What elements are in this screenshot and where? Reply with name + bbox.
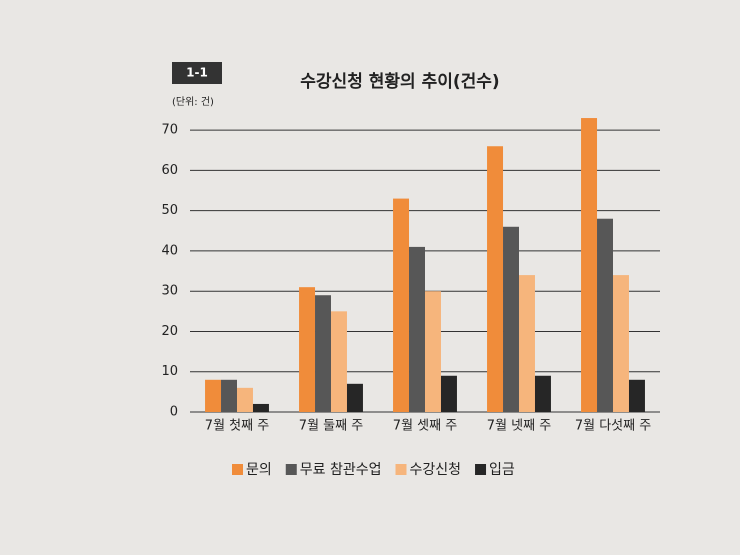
y-tick-label: 0: [170, 405, 178, 420]
bar: [409, 246, 425, 412]
bar: [252, 403, 269, 412]
legend-swatch: [475, 464, 487, 475]
bar: [331, 311, 347, 412]
bar: [315, 295, 331, 412]
x-tick-label: 7월 첫째 주: [205, 419, 269, 434]
x-tick-label: 7월 넷째 주: [487, 419, 551, 434]
legend-label: 문의: [246, 462, 272, 478]
bar: [393, 198, 410, 412]
bar: [628, 379, 645, 412]
y-tick-label: 30: [161, 284, 178, 299]
bar: [205, 379, 222, 412]
bar: [519, 275, 535, 412]
legend-label: 수강신청: [410, 462, 462, 478]
bar: [534, 375, 551, 412]
y-tick-label: 50: [161, 203, 178, 218]
bar: [425, 291, 441, 412]
y-tick-label: 10: [161, 364, 178, 379]
badge: 1-1: [186, 66, 208, 80]
x-tick-label: 7월 둘째 주: [299, 419, 363, 434]
y-tick-label: 40: [161, 243, 178, 258]
bar: [299, 287, 316, 412]
y-tick-label: 20: [161, 324, 178, 339]
legend-label: 무료 참관수업: [300, 462, 382, 478]
legend-label: 입금: [489, 462, 515, 478]
bar: [503, 226, 519, 412]
legend-swatch: [232, 464, 243, 475]
y-tick-label: 60: [161, 163, 178, 178]
bar: [346, 383, 363, 412]
bar: [221, 379, 237, 412]
chart-title: 수강신청 현황의 추이(건수): [300, 71, 499, 92]
unit-label: (단위: 건): [172, 95, 214, 108]
bar: [581, 118, 598, 412]
bar: [440, 375, 457, 412]
x-tick-label: 7월 셋째 주: [393, 419, 457, 434]
bar: [613, 275, 629, 412]
legend-swatch: [395, 464, 407, 475]
y-tick-label: 70: [161, 123, 178, 138]
x-tick-label: 7월 다섯째 주: [575, 419, 651, 434]
badge-box: [172, 62, 222, 84]
bar: [597, 218, 613, 412]
legend-swatch: [285, 464, 297, 475]
bar: [237, 387, 253, 412]
bar: [487, 146, 504, 413]
